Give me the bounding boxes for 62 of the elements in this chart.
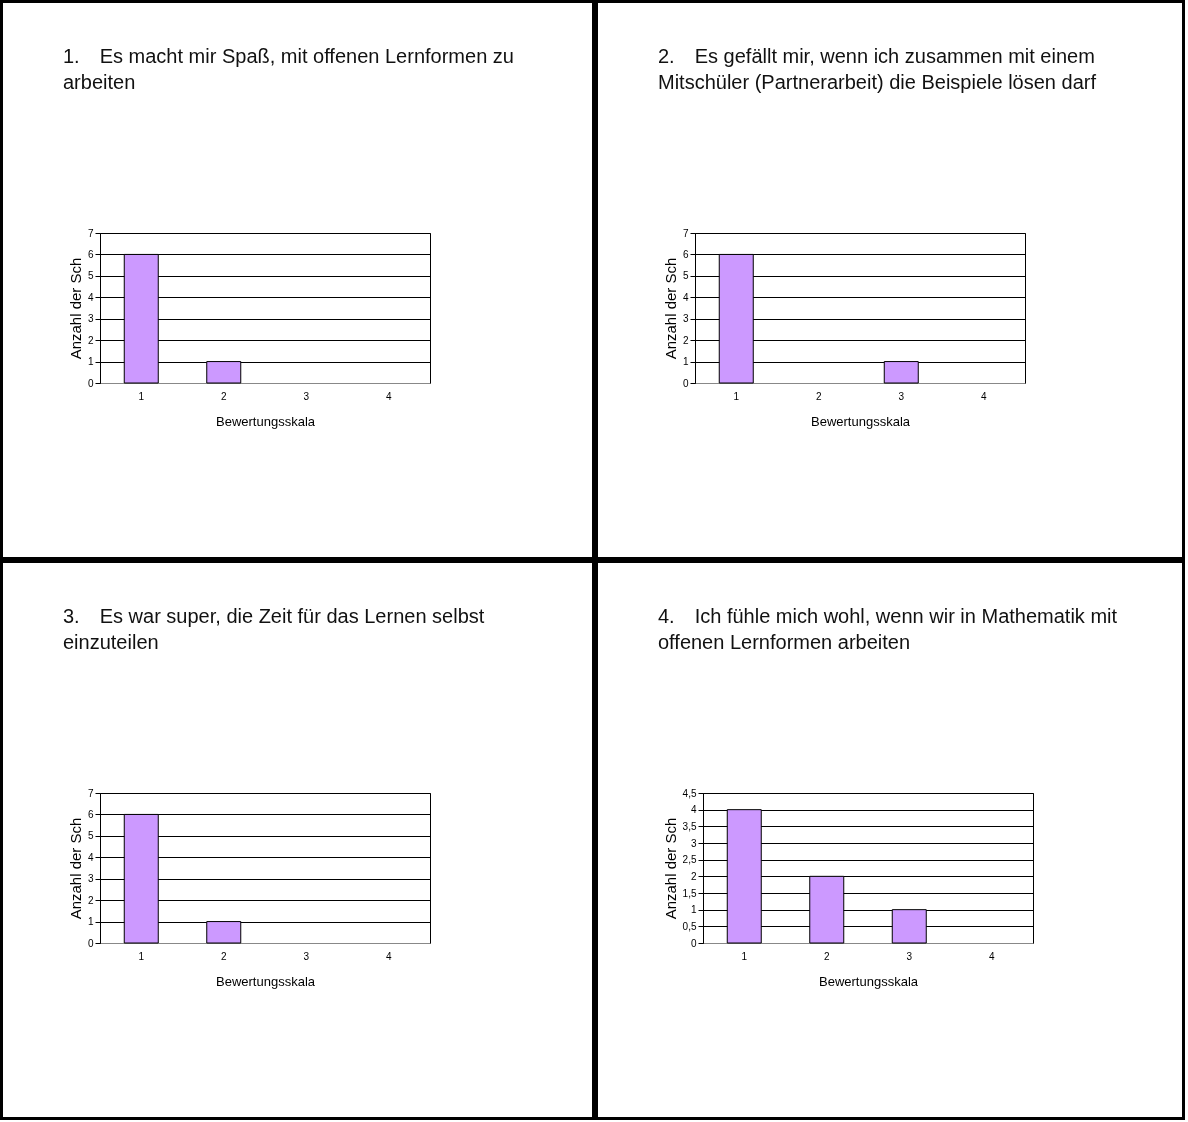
y-tick-label: 2,5 — [682, 854, 697, 866]
chart-title: 4. Ich fühle mich wohl, wenn wir in Mathematik mit offenen Lernformen arbeiten — [658, 604, 1119, 655]
x-tick-label: 3 — [906, 950, 913, 962]
x-tick-label: 4 — [988, 950, 995, 962]
y-tick-label: 4 — [690, 804, 697, 816]
y-tick-label: 1,5 — [682, 887, 697, 899]
y-tick-label: 1 — [682, 356, 689, 368]
y-axis-title: Anzahl der Sch — [66, 257, 84, 360]
y-tick-label: 0,5 — [682, 920, 697, 932]
x-tick-label: 3 — [898, 390, 905, 402]
y-tick-label: 6 — [87, 248, 94, 260]
x-axis-title: Bewertungsskala — [811, 413, 911, 429]
x-tick-label: 4 — [385, 390, 392, 402]
y-tick-label: 0 — [87, 937, 94, 949]
y-tick-label: 5 — [87, 270, 94, 282]
x-tick-label: 1 — [138, 390, 145, 402]
y-tick-label: 7 — [682, 227, 689, 239]
y-tick-label: 7 — [87, 787, 94, 799]
y-tick-label: 4 — [87, 291, 94, 303]
y-tick-label: 4 — [87, 851, 94, 863]
y-tick-label: 4 — [682, 291, 689, 303]
y-tick-label: 3,5 — [682, 820, 697, 832]
x-tick-label: 2 — [823, 950, 830, 962]
chart-title: 2. Es gefällt mir, wenn ich zusammen mit einem Mitschüler (Partnerarbeit) die Beispiele lösen darf — [658, 44, 1097, 95]
x-tick-label: 3 — [303, 950, 310, 962]
y-tick-label: 6 — [682, 248, 689, 260]
y-tick-label: 5 — [87, 830, 94, 842]
y-tick-label: 0 — [87, 377, 94, 389]
x-tick-label: 3 — [303, 390, 310, 402]
x-tick-label: 1 — [733, 390, 740, 402]
y-tick-label: 2 — [690, 870, 697, 882]
y-tick-label: 2 — [87, 894, 94, 906]
x-tick-label: 4 — [980, 390, 987, 402]
x-tick-label: 1 — [741, 950, 748, 962]
x-axis-title: Bewertungsskala — [819, 973, 919, 989]
y-tick-label: 1 — [87, 916, 94, 928]
y-tick-label: 4,5 — [682, 787, 697, 799]
y-axis-title: Anzahl der Sch — [661, 817, 679, 920]
y-tick-label: 5 — [682, 270, 689, 282]
chart-title: 3. Es war super, die Zeit für das Lernen selbst einzuteilen — [63, 604, 486, 655]
y-tick-label: 7 — [87, 227, 94, 239]
x-tick-label: 2 — [220, 950, 227, 962]
x-tick-label: 2 — [815, 390, 822, 402]
x-axis-title: Bewertungsskala — [216, 413, 316, 429]
y-tick-label: 3 — [87, 873, 94, 885]
y-tick-label: 3 — [690, 837, 697, 849]
y-axis-title: Anzahl der Sch — [661, 257, 679, 360]
x-axis-title: Bewertungsskala — [216, 973, 316, 989]
y-tick-label: 0 — [682, 377, 689, 389]
chart-title: 1. Es macht mir Spaß, mit offenen Lernformen zu arbeiten — [63, 44, 515, 95]
y-tick-label: 6 — [87, 808, 94, 820]
y-axis-title: Anzahl der Sch — [66, 817, 84, 920]
y-tick-label: 3 — [682, 313, 689, 325]
x-tick-label: 4 — [385, 950, 392, 962]
y-tick-label: 1 — [87, 356, 94, 368]
y-tick-label: 2 — [682, 334, 689, 346]
x-tick-label: 1 — [138, 950, 145, 962]
y-tick-label: 0 — [690, 937, 697, 949]
y-tick-label: 2 — [87, 334, 94, 346]
x-tick-label: 2 — [220, 390, 227, 402]
y-tick-label: 3 — [87, 313, 94, 325]
y-tick-label: 1 — [690, 904, 697, 916]
